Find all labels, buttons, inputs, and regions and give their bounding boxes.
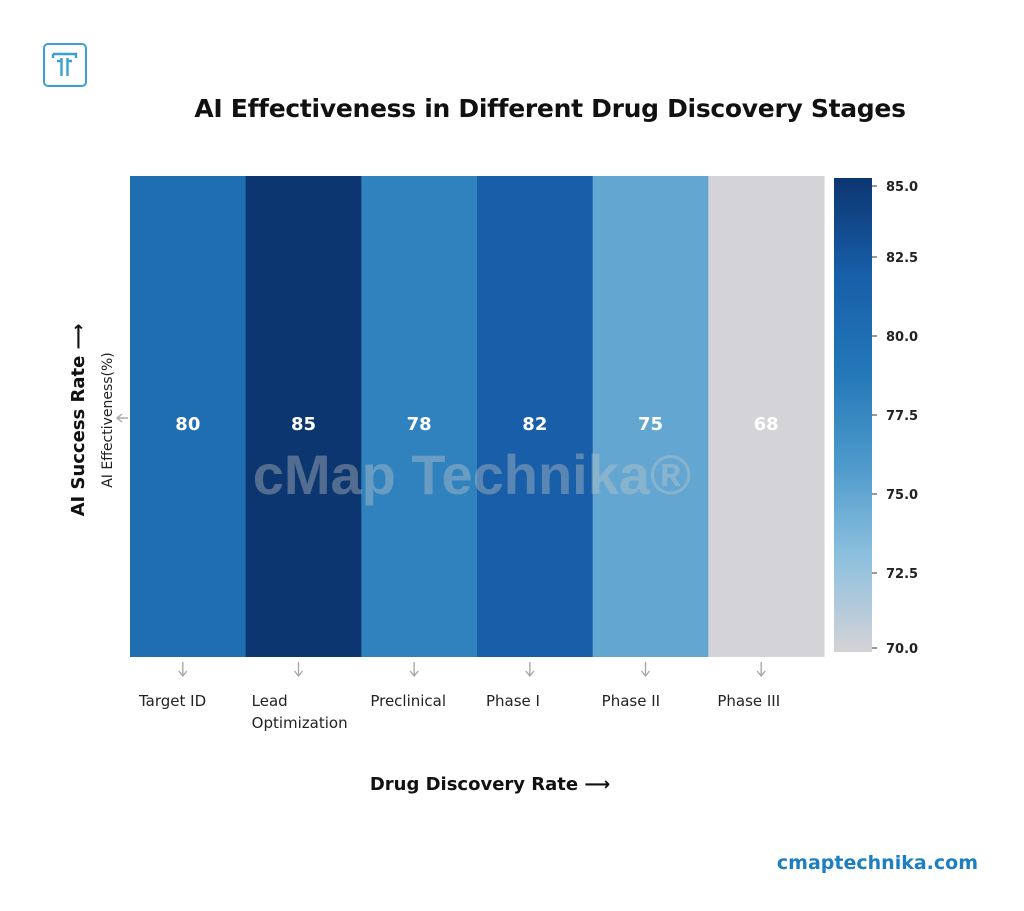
website-link[interactable]: cmaptechnika.com xyxy=(776,852,978,874)
colorbar-tick-label: 80.0 xyxy=(886,330,918,345)
x-tick-label: Target ID xyxy=(138,692,206,710)
colorbar-tick-label: 72.5 xyxy=(886,567,918,582)
heatmap-cell xyxy=(245,176,362,657)
colorbar-tick-label: 82.5 xyxy=(886,251,918,266)
x-tick-arrow-icon xyxy=(640,662,651,678)
cell-value-label: 80 xyxy=(175,414,200,435)
x-tick-label: Phase I xyxy=(486,692,540,710)
heatmap-cell xyxy=(708,176,825,657)
x-tick-label: Phase III xyxy=(717,692,780,710)
cell-value-label: 82 xyxy=(522,414,547,435)
cell-value-label: 75 xyxy=(638,414,663,435)
chart-title: AI Effectiveness in Different Drug Disco… xyxy=(194,94,906,123)
y-axis-arrow-icon xyxy=(115,413,128,423)
logo-t-icon xyxy=(51,52,78,76)
y-axis-outer-label: AI Success Rate ⟶ xyxy=(68,324,89,517)
x-tick-label: Phase II xyxy=(602,692,660,710)
colorbar-tick-label: 85.0 xyxy=(886,180,918,195)
heatmap-cell xyxy=(130,176,247,657)
heatmap-cell xyxy=(361,176,478,657)
brand-logo xyxy=(43,43,87,87)
heatmap-cell xyxy=(477,176,594,657)
x-tick-arrow-icon xyxy=(756,662,766,678)
colorbar-tick-label: 75.0 xyxy=(886,488,918,503)
colorbar-tick-label: 77.5 xyxy=(886,409,918,424)
heatmap-cell xyxy=(592,176,709,657)
x-tick-arrow-icon xyxy=(178,662,188,678)
cell-value-label: 68 xyxy=(754,414,779,435)
cell-value-label: 78 xyxy=(407,414,432,435)
colorbar-tick-label: 70.0 xyxy=(886,642,918,657)
x-tick-label: Preclinical xyxy=(370,692,446,710)
x-tick-arrow-icon xyxy=(293,662,304,678)
x-tick-arrow-icon xyxy=(525,662,535,678)
x-axis-label: Drug Discovery Rate ⟶ xyxy=(369,774,611,795)
cell-value-label: 85 xyxy=(291,414,316,435)
x-tick-arrow-icon xyxy=(409,662,419,678)
y-axis-label: AI Effectiveness(%) xyxy=(100,352,116,488)
watermark: cMap Technika® xyxy=(253,443,692,506)
x-tick-label: Lead Optimization xyxy=(252,692,348,732)
colorbar xyxy=(834,178,872,652)
